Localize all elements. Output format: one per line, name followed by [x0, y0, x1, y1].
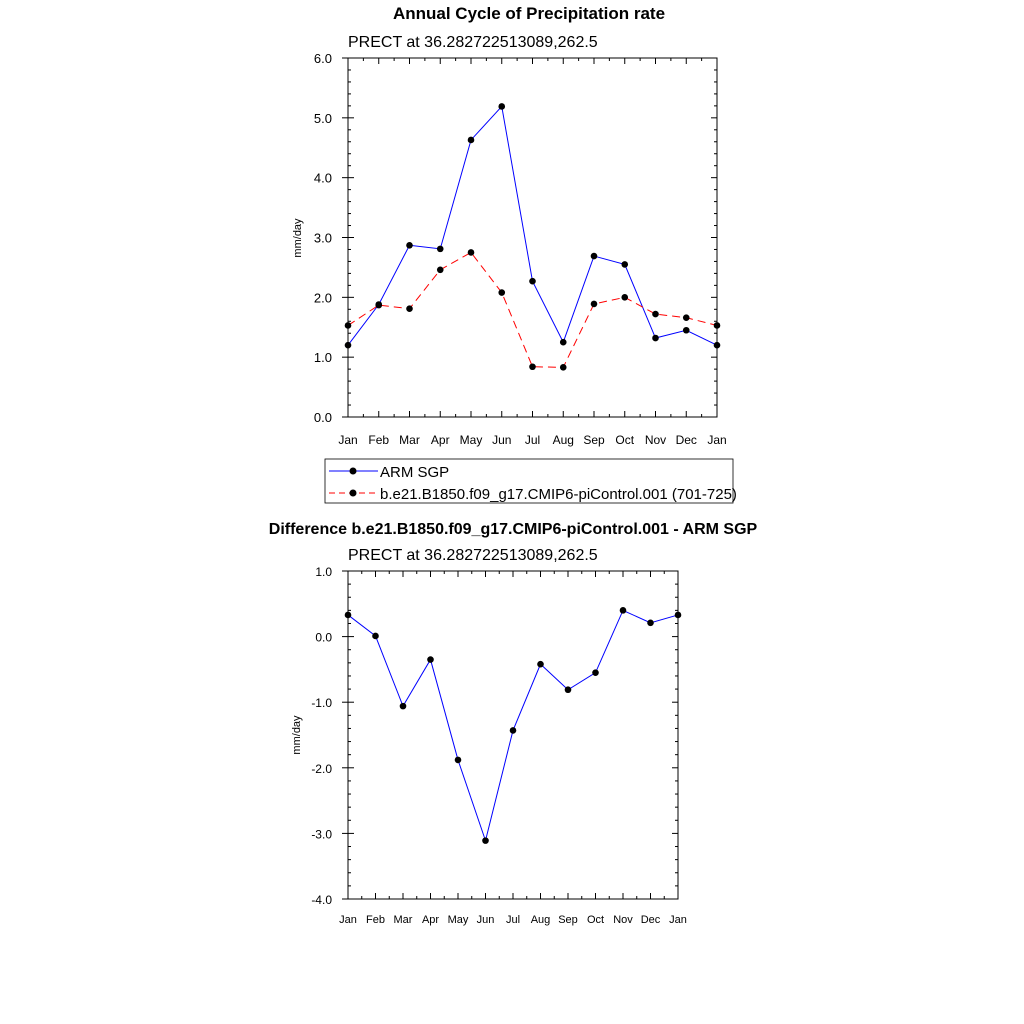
top-x-tick-label: Oct	[615, 433, 634, 447]
top-x-tick-label: May	[460, 433, 483, 447]
top-series-line-1	[347, 251, 718, 368]
top-data-point	[682, 314, 690, 321]
bottom-data-point	[619, 607, 627, 614]
bottom-chart: Difference b.e21.B1850.f09_g17.CMIP6-piC…	[269, 521, 758, 926]
bottom-x-tick-label: Aug	[531, 914, 551, 926]
top-data-point	[529, 277, 536, 285]
bottom-series-line-0	[347, 609, 679, 843]
bottom-data-point	[674, 611, 682, 619]
top-data-point	[682, 326, 690, 334]
top-y-tick-label: 6.0	[314, 51, 332, 66]
top-y-tick-label: 5.0	[314, 111, 332, 126]
bottom-y-tick-label: 0.0	[315, 631, 332, 645]
top-data-point	[713, 322, 721, 329]
bottom-x-tick-label: Sep	[558, 914, 578, 926]
bottom-data-point	[537, 660, 544, 668]
bottom-data-point	[454, 756, 462, 764]
bottom-x-tick-label: Dec	[641, 914, 661, 926]
bottom-data-point	[564, 686, 572, 694]
top-data-point	[529, 363, 536, 371]
bottom-x-tick-label: Jun	[477, 914, 495, 926]
top-y-tick-label: 4.0	[314, 171, 332, 186]
top-x-tick-label: Jul	[525, 433, 540, 447]
top-data-point	[559, 338, 567, 346]
bottom-plot-frame	[347, 570, 679, 900]
top-x-tick-label: Feb	[368, 433, 389, 447]
top-data-point	[713, 341, 721, 349]
bottom-x-tick-label: Feb	[366, 914, 385, 926]
top-data-point	[590, 300, 598, 308]
legend-label-model: b.e21.B1850.f09_g17.CMIP6-piControl.001 …	[380, 486, 737, 503]
top-chart-subtitle: PRECT at 36.282722513089,262.5	[348, 34, 598, 51]
top-data-point	[498, 103, 506, 110]
top-data-point	[652, 310, 659, 318]
top-data-point	[436, 266, 444, 274]
bottom-data-point	[372, 632, 379, 640]
top-data-point	[406, 241, 413, 249]
top-plot-frame	[347, 57, 718, 418]
top-data-point	[344, 341, 352, 349]
top-x-tick-label: Aug	[553, 433, 574, 447]
top-x-tick-label: Jan	[338, 433, 357, 447]
bottom-data-point	[592, 669, 599, 676]
bottom-x-tick-label: Jan	[339, 914, 357, 926]
bottom-data-point	[427, 656, 434, 663]
top-x-tick-label: Sep	[583, 433, 605, 447]
top-x-tick-label: Jun	[492, 433, 511, 447]
bottom-y-tick-label: -2.0	[311, 762, 332, 776]
top-data-point	[498, 289, 506, 296]
legend-marker-model	[349, 489, 357, 497]
top-data-point	[344, 322, 352, 329]
bottom-data-point	[399, 702, 407, 710]
bottom-chart-subtitle: PRECT at 36.282722513089,262.5	[348, 547, 598, 564]
top-x-tick-label: Jan	[707, 433, 726, 447]
top-y-tick-label: 1.0	[314, 350, 332, 365]
top-y-tick-label: 2.0	[314, 290, 332, 305]
bottom-data-point	[344, 611, 352, 619]
legend-label-arm-sgp: ARM SGP	[380, 464, 449, 481]
top-y-tick-label: 0.0	[314, 410, 332, 425]
top-x-tick-label: Apr	[431, 433, 450, 447]
bottom-y-axis-label: mm/day	[291, 715, 303, 755]
top-data-point	[375, 301, 383, 309]
top-x-tick-label: Nov	[645, 433, 666, 447]
top-data-point	[621, 294, 629, 301]
bottom-data-point	[647, 619, 654, 627]
top-data-point	[559, 364, 567, 371]
top-x-tick-label: Mar	[399, 433, 420, 447]
bottom-x-tick-label: Mar	[394, 914, 413, 926]
bottom-x-tick-label: Nov	[613, 914, 633, 926]
bottom-x-tick-label: Oct	[587, 914, 604, 926]
bottom-x-tick-label: Jan	[669, 914, 687, 926]
bottom-y-tick-label: -1.0	[311, 696, 332, 710]
bottom-data-point	[482, 837, 489, 844]
top-data-point	[621, 261, 629, 268]
top-series-line-0	[347, 105, 718, 346]
top-y-axis-label: mm/day	[292, 218, 304, 258]
bottom-x-tick-label: May	[448, 914, 469, 926]
legend-marker-arm-sgp	[349, 467, 357, 475]
legend-box	[324, 458, 734, 504]
bottom-y-tick-label: 1.0	[315, 565, 332, 579]
top-y-tick-label: 3.0	[314, 231, 332, 246]
bottom-y-tick-label: -4.0	[311, 893, 332, 907]
bottom-data-point	[509, 727, 517, 734]
top-data-point	[590, 252, 598, 260]
bottom-chart-title: Difference b.e21.B1850.f09_g17.CMIP6-piC…	[269, 521, 758, 538]
top-legend: ARM SGP b.e21.B1850.f09_g17.CMIP6-piCont…	[324, 458, 737, 504]
bottom-x-tick-label: Apr	[422, 914, 439, 926]
top-x-tick-label: Dec	[676, 433, 697, 447]
top-data-point	[406, 305, 413, 313]
top-chart-title: Annual Cycle of Precipitation rate	[393, 4, 665, 23]
bottom-x-tick-label: Jul	[506, 914, 520, 926]
top-data-point	[467, 136, 475, 144]
top-data-point	[467, 249, 475, 256]
bottom-y-tick-label: -3.0	[311, 827, 332, 841]
top-data-point	[652, 334, 659, 342]
top-data-point	[436, 245, 444, 253]
top-chart: Annual Cycle of Precipitation rate PRECT…	[292, 4, 737, 504]
